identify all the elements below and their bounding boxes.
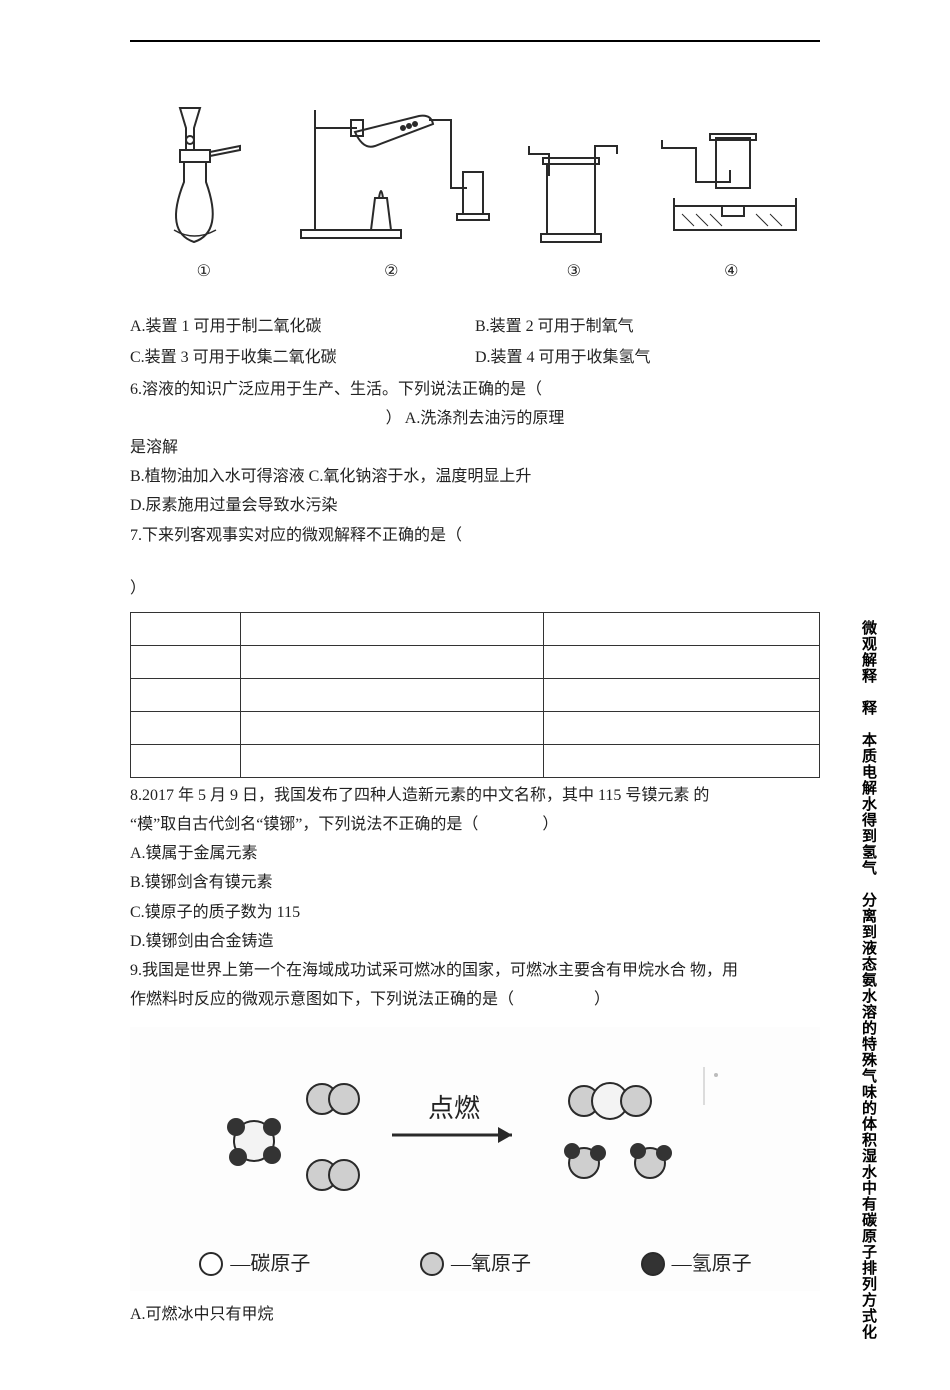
content: ① (70, 50, 880, 1328)
legend-o: —氧原子 (419, 1247, 531, 1281)
page: ① (70, 0, 880, 1390)
legend-c-text: —碳原子 (230, 1247, 310, 1281)
apparatus-4: ④ (656, 120, 806, 285)
legend-h-text: —氢原子 (672, 1247, 752, 1281)
q9-stem-a: 9.我国是世界上第一个在海域成功试采可燃冰的国家，可燃冰主要含有甲烷水合 物，用 (130, 957, 820, 984)
label-2: ② (384, 258, 398, 285)
q6-BC: B.植物油加入水可得溶液 C.氧化钠溶于水，温度明显上升 (130, 463, 820, 490)
legend-h: —氢原子 (640, 1247, 752, 1281)
q5-options-2: C.装置 3 可用于收集二氧化碳 D.装置 4 可用于收集氢气 (130, 342, 820, 373)
q5-B: B.装置 2 可用于制氧气 (475, 313, 820, 340)
legend-c: —碳原子 (198, 1247, 310, 1281)
q9-stem-b: 作燃料时反应的微观示意图如下，下列说法正确的是（ ） (130, 986, 820, 1013)
q8-D: D.镆铘剑由合金铸造 (130, 928, 820, 955)
apparatus-row: ① (130, 50, 820, 297)
q8-B: B.镆铘剑含有镆元素 (130, 869, 820, 896)
legend: —碳原子 —氧原子 —氢原子 (144, 1247, 806, 1281)
q6-D: D.尿素施用过量会导致水污染 (130, 492, 820, 519)
apparatus-1: ① (144, 100, 264, 285)
q7-table (130, 612, 820, 778)
top-rule (130, 40, 820, 42)
q8-stem-a: 8.2017 年 5 月 9 日，我国发布了四种人造新元素的中文名称，其中 11… (130, 782, 820, 809)
q6-tail2: 是溶解 (130, 434, 820, 461)
q5-A: A.装置 1 可用于制二氧化碳 (130, 313, 475, 340)
q8-C: C.镆原子的质子数为 115 (130, 899, 820, 926)
q8-stem-b: “模”取自古代剑名“镆铘”，下列说法不正确的是（ ） (130, 811, 820, 838)
q7-stem: 7.下来列客观事实对应的微观解释不正确的是（ (130, 522, 820, 549)
q9-A: A.可燃冰中只有甲烷 (130, 1301, 820, 1328)
legend-o-text: —氧原子 (451, 1247, 531, 1281)
q7-close: ） (130, 575, 820, 602)
label-3: ③ (567, 258, 581, 285)
label-4: ④ (724, 258, 738, 285)
ignite-label: 点燃 (428, 1094, 480, 1123)
apparatus-3: ③ (519, 100, 629, 285)
q8-A: A.镆属于金属元素 (130, 840, 820, 867)
q6-stem: 6.溶液的知识广泛应用于生产、生活。下列说法正确的是（ (130, 376, 820, 403)
margin-vertical-text: 微观解释 释 本质电解水得到氢气 分离到液态氨水溶的特殊气味的体积湿水中有碳原子… (856, 620, 876, 1340)
q6-tail: ） A.洗涤剂去油污的原理 (130, 405, 820, 432)
q5-C: C.装置 3 可用于收集二氧化碳 (130, 344, 475, 371)
q5-D: D.装置 4 可用于收集氢气 (475, 344, 820, 371)
q5-options: A.装置 1 可用于制二氧化碳 B.装置 2 可用于制氧气 (130, 311, 820, 342)
apparatus-2: ② (291, 80, 491, 285)
reaction-diagram: 点燃 (130, 1027, 820, 1290)
label-1: ① (197, 258, 211, 285)
